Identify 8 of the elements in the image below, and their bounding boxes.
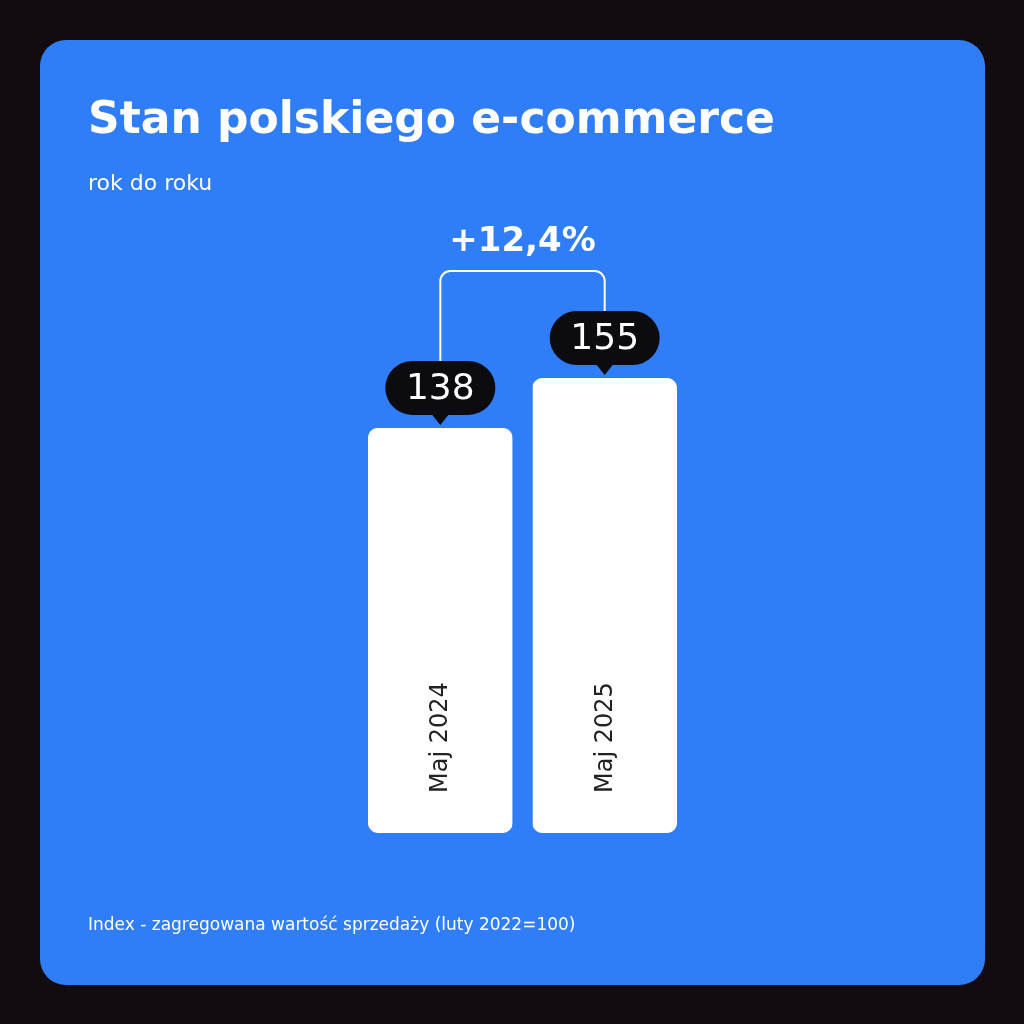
text: +12,4% — [449, 219, 596, 259]
data-label: 155 — [570, 316, 640, 357]
x-tick-label: Maj 2025 — [589, 682, 618, 793]
text: Index - zagregowana wartość sprzedaży (luty 2022=100) — [88, 914, 576, 934]
x-tick-label: Maj 2024 — [425, 682, 454, 793]
text: rok do roku — [88, 170, 213, 195]
data-label: 138 — [405, 365, 475, 407]
chart-title: Stan polskiego e-commerce — [88, 92, 775, 143]
